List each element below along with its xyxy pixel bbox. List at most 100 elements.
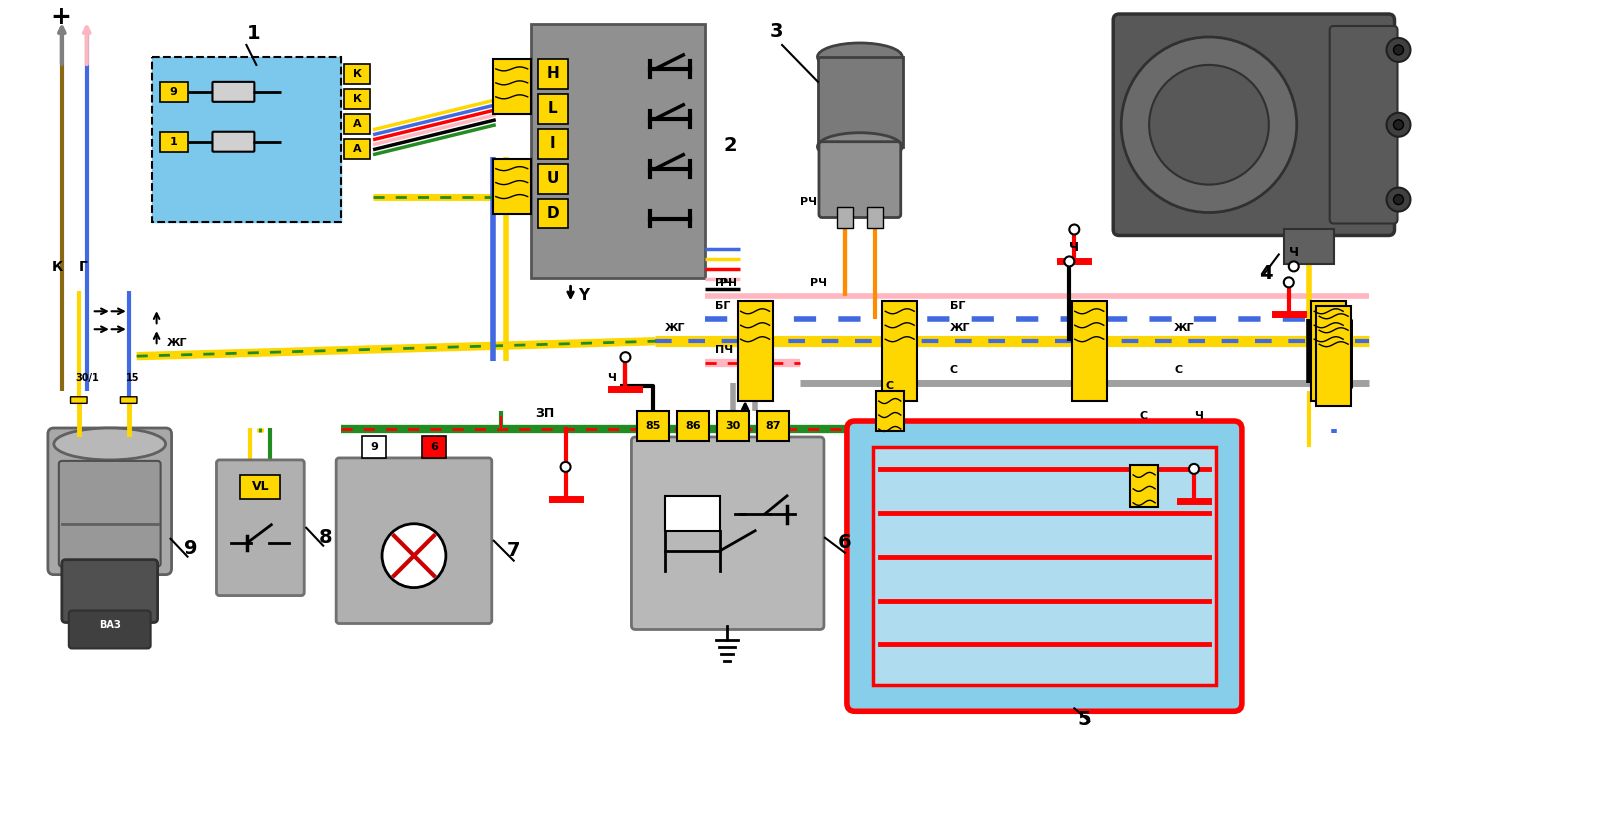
Text: 3: 3 [770, 22, 784, 41]
Text: 7: 7 [507, 541, 520, 560]
Circle shape [1394, 195, 1403, 205]
FancyBboxPatch shape [493, 59, 531, 114]
FancyBboxPatch shape [757, 411, 789, 441]
Circle shape [621, 352, 630, 362]
Text: Y: Y [579, 288, 590, 303]
Circle shape [1394, 45, 1403, 55]
Circle shape [382, 524, 446, 587]
FancyBboxPatch shape [1317, 306, 1350, 406]
FancyBboxPatch shape [59, 461, 160, 567]
Text: Ч: Ч [1069, 241, 1080, 254]
FancyBboxPatch shape [160, 131, 187, 152]
Text: Г: Г [78, 260, 88, 274]
FancyBboxPatch shape [240, 475, 280, 499]
FancyBboxPatch shape [738, 301, 773, 401]
FancyBboxPatch shape [538, 164, 568, 193]
Circle shape [1394, 120, 1403, 130]
Text: 30: 30 [725, 421, 741, 431]
Text: 9: 9 [370, 442, 378, 452]
FancyBboxPatch shape [336, 458, 491, 624]
Text: VL: VL [251, 481, 269, 493]
FancyBboxPatch shape [1114, 14, 1395, 235]
Text: С: С [886, 381, 894, 391]
Text: 2: 2 [723, 136, 738, 155]
Circle shape [1387, 188, 1411, 211]
FancyBboxPatch shape [632, 437, 824, 629]
Text: I: I [550, 136, 555, 151]
Circle shape [1288, 261, 1299, 272]
Text: D: D [546, 206, 558, 221]
FancyBboxPatch shape [819, 142, 901, 217]
FancyBboxPatch shape [666, 496, 720, 531]
FancyBboxPatch shape [422, 436, 446, 458]
Text: 5: 5 [1077, 710, 1091, 729]
Circle shape [1189, 464, 1198, 474]
Ellipse shape [54, 428, 165, 460]
FancyBboxPatch shape [493, 159, 531, 214]
Circle shape [1387, 113, 1411, 137]
Circle shape [1149, 65, 1269, 184]
Text: L: L [547, 102, 557, 116]
FancyBboxPatch shape [538, 198, 568, 229]
FancyBboxPatch shape [1130, 465, 1158, 507]
Text: 87: 87 [765, 421, 781, 431]
FancyBboxPatch shape [717, 411, 749, 441]
Text: ЖГ: ЖГ [666, 323, 686, 333]
FancyBboxPatch shape [818, 57, 902, 147]
FancyBboxPatch shape [62, 560, 158, 623]
Text: РЧ: РЧ [720, 278, 738, 288]
FancyBboxPatch shape [1330, 26, 1397, 224]
FancyBboxPatch shape [344, 64, 370, 84]
Text: К: К [51, 260, 64, 274]
Text: 86: 86 [685, 421, 701, 431]
Text: U: U [547, 171, 558, 186]
FancyBboxPatch shape [69, 610, 150, 648]
Circle shape [1387, 38, 1411, 62]
Text: С: С [950, 365, 958, 375]
FancyBboxPatch shape [874, 447, 1216, 686]
Text: 9: 9 [184, 539, 197, 558]
Text: БГ: БГ [715, 301, 731, 311]
Text: 1: 1 [246, 24, 261, 43]
Text: ВАЗ: ВАЗ [99, 620, 120, 630]
Text: А: А [352, 119, 362, 129]
FancyBboxPatch shape [120, 396, 138, 403]
FancyBboxPatch shape [70, 396, 86, 403]
Circle shape [560, 462, 571, 472]
Text: +: + [50, 5, 70, 29]
FancyBboxPatch shape [160, 82, 187, 102]
FancyBboxPatch shape [1072, 301, 1107, 401]
Text: 15: 15 [126, 373, 139, 383]
FancyBboxPatch shape [837, 206, 853, 229]
FancyBboxPatch shape [152, 57, 341, 221]
Circle shape [1069, 225, 1080, 235]
Ellipse shape [818, 43, 902, 71]
Ellipse shape [818, 133, 902, 161]
Text: Ч: Ч [1194, 411, 1203, 421]
FancyBboxPatch shape [538, 94, 568, 124]
FancyBboxPatch shape [637, 411, 669, 441]
FancyBboxPatch shape [677, 411, 709, 441]
Text: ЗП: ЗП [536, 407, 555, 420]
Text: А: А [352, 144, 362, 154]
Text: РЧ: РЧ [800, 197, 818, 206]
Text: 8: 8 [320, 528, 333, 547]
Text: РЧ: РЧ [715, 278, 733, 288]
Text: 4: 4 [1259, 264, 1272, 283]
Text: 6: 6 [838, 533, 851, 552]
FancyBboxPatch shape [48, 428, 171, 575]
Text: ЖГ: ЖГ [166, 338, 187, 349]
FancyBboxPatch shape [362, 436, 386, 458]
Text: С: С [1174, 365, 1182, 375]
FancyBboxPatch shape [213, 82, 254, 102]
Text: 1: 1 [170, 137, 178, 147]
FancyBboxPatch shape [846, 421, 1242, 711]
FancyBboxPatch shape [213, 131, 254, 152]
Text: К: К [352, 69, 362, 78]
Circle shape [1122, 37, 1296, 212]
FancyBboxPatch shape [867, 206, 883, 229]
FancyBboxPatch shape [531, 24, 706, 278]
Text: ЖГ: ЖГ [950, 323, 970, 333]
Text: H: H [546, 66, 558, 82]
Text: С: С [1139, 411, 1147, 421]
